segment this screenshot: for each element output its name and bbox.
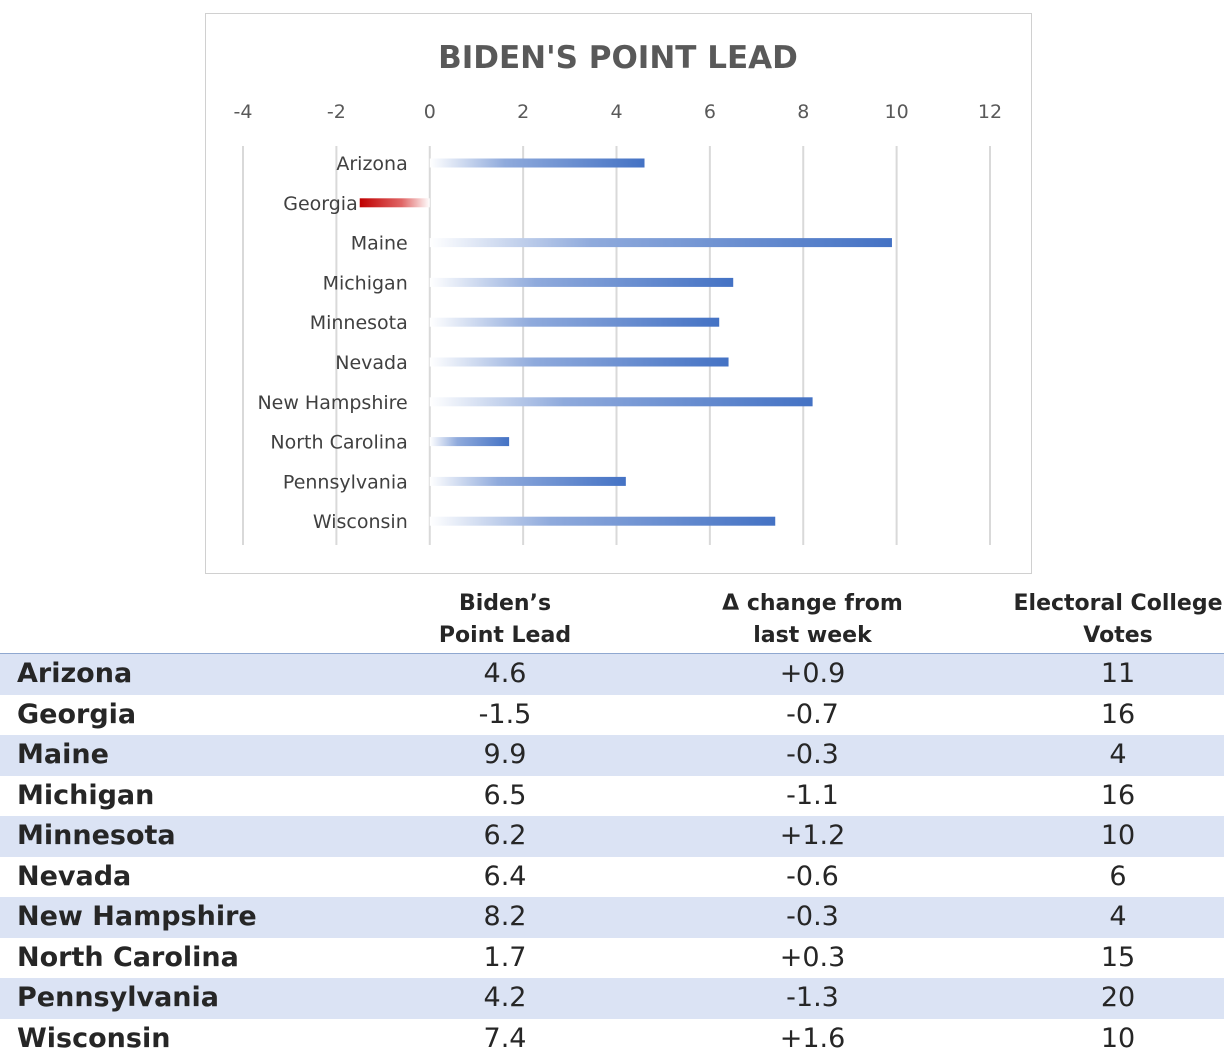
state-cell: Maine bbox=[17, 735, 109, 775]
weekly-change-cell: -0.7 bbox=[710, 695, 915, 735]
point-lead-cell: 6.4 bbox=[405, 857, 605, 897]
weekly-change-cell: -0.6 bbox=[710, 857, 915, 897]
weekly-change-cell: +1.2 bbox=[710, 816, 915, 856]
table-body: Arizona 4.6 +0.9 11 Georgia -1.5 -0.7 16 Maine 9.… bbox=[0, 654, 1224, 1059]
state-cell: Nevada bbox=[17, 857, 131, 897]
table-row: Arizona 4.6 +0.9 11 bbox=[0, 654, 1224, 695]
electoral-votes-cell: 6 bbox=[1012, 857, 1224, 897]
weekly-change-cell: +1.6 bbox=[710, 1019, 915, 1059]
weekly-change-cell: -1.1 bbox=[710, 776, 915, 816]
table-row: Maine 9.9 -0.3 4 bbox=[0, 735, 1224, 776]
category-label: Arizona bbox=[336, 153, 407, 175]
table-row: Michigan 6.5 -1.1 16 bbox=[0, 776, 1224, 817]
point-lead-cell: 7.4 bbox=[405, 1019, 605, 1059]
bar-chart: BIDEN'S POINT LEAD -4 -2 0 2 4 6 8 10 12 Arizona… bbox=[206, 14, 1033, 575]
bar bbox=[430, 238, 892, 247]
point-lead-cell: 4.2 bbox=[405, 978, 605, 1018]
category-label: Minnesota bbox=[310, 312, 408, 334]
table-header: Biden’s Point Lead Δ change from last we… bbox=[0, 588, 1224, 654]
electoral-votes-cell: 20 bbox=[1012, 978, 1224, 1018]
bar bbox=[430, 159, 645, 168]
bar bbox=[430, 358, 729, 367]
electoral-votes-cell: 4 bbox=[1012, 897, 1224, 937]
x-tick-label: 10 bbox=[885, 101, 909, 123]
point-lead-cell: 6.2 bbox=[405, 816, 605, 856]
category-label: Michigan bbox=[323, 272, 408, 294]
x-tick-label: -2 bbox=[327, 101, 346, 123]
category-label: New Hampshire bbox=[257, 392, 407, 414]
state-cell: New Hampshire bbox=[17, 897, 257, 937]
x-tick-label: 12 bbox=[978, 101, 1002, 123]
bar bbox=[430, 397, 813, 406]
x-tick-label: 4 bbox=[610, 101, 622, 123]
weekly-change-cell: +0.9 bbox=[710, 654, 915, 694]
bar bbox=[430, 437, 509, 446]
point-lead-cell: 8.2 bbox=[405, 897, 605, 937]
category-label: Georgia bbox=[283, 193, 358, 215]
weekly-change-cell: +0.3 bbox=[710, 938, 915, 978]
x-tick-label: 8 bbox=[797, 101, 809, 123]
point-lead-cell: 9.9 bbox=[405, 735, 605, 775]
electoral-votes-cell: 10 bbox=[1012, 816, 1224, 856]
electoral-votes-cell: 11 bbox=[1012, 654, 1224, 694]
header-weekly-change: Δ change from last week bbox=[710, 588, 915, 652]
bar bbox=[360, 198, 430, 207]
category-label: Wisconsin bbox=[313, 511, 408, 533]
chart-area: BIDEN'S POINT LEAD -4 -2 0 2 4 6 8 10 12 Arizona… bbox=[205, 13, 1032, 574]
state-cell: Pennsylvania bbox=[17, 978, 219, 1018]
x-tick-label: 6 bbox=[704, 101, 716, 123]
weekly-change-cell: -0.3 bbox=[710, 735, 915, 775]
point-lead-cell: 6.5 bbox=[405, 776, 605, 816]
electoral-votes-cell: 16 bbox=[1012, 695, 1224, 735]
point-lead-cell: 1.7 bbox=[405, 938, 605, 978]
x-tick-label: -4 bbox=[234, 101, 253, 123]
table-row: Pennsylvania 4.2 -1.3 20 bbox=[0, 978, 1224, 1019]
x-tick-label: 2 bbox=[517, 101, 529, 123]
electoral-votes-cell: 10 bbox=[1012, 1019, 1224, 1059]
category-label: Maine bbox=[351, 233, 408, 255]
category-label: Nevada bbox=[335, 352, 408, 374]
table-row: Minnesota 6.2 +1.2 10 bbox=[0, 816, 1224, 857]
category-label: Pennsylvania bbox=[283, 471, 408, 493]
weekly-change-cell: -0.3 bbox=[710, 897, 915, 937]
table-row: Nevada 6.4 -0.6 6 bbox=[0, 857, 1224, 898]
state-cell: North Carolina bbox=[17, 938, 239, 978]
state-cell: Arizona bbox=[17, 654, 132, 694]
table-row: New Hampshire 8.2 -0.3 4 bbox=[0, 897, 1224, 938]
table-row: Georgia -1.5 -0.7 16 bbox=[0, 695, 1224, 736]
point-lead-cell: 4.6 bbox=[405, 654, 605, 694]
x-tick-label: 0 bbox=[424, 101, 436, 123]
state-cell: Michigan bbox=[17, 776, 154, 816]
header-point-lead: Biden’s Point Lead bbox=[405, 588, 605, 652]
table-row: Wisconsin 7.4 +1.6 10 bbox=[0, 1019, 1224, 1059]
weekly-change-cell: -1.3 bbox=[710, 978, 915, 1018]
electoral-votes-cell: 4 bbox=[1012, 735, 1224, 775]
header-electoral-votes: Electoral College Votes bbox=[1012, 588, 1224, 652]
point-lead-cell: -1.5 bbox=[405, 695, 605, 735]
state-cell: Wisconsin bbox=[17, 1019, 170, 1059]
table-row: North Carolina 1.7 +0.3 15 bbox=[0, 938, 1224, 979]
data-table: Biden’s Point Lead Δ change from last we… bbox=[0, 588, 1224, 1059]
bar bbox=[430, 477, 626, 486]
electoral-votes-cell: 16 bbox=[1012, 776, 1224, 816]
category-label: North Carolina bbox=[270, 432, 407, 454]
state-cell: Georgia bbox=[17, 695, 136, 735]
bar bbox=[430, 278, 733, 287]
chart-title: BIDEN'S POINT LEAD bbox=[438, 40, 798, 76]
electoral-votes-cell: 15 bbox=[1012, 938, 1224, 978]
bar bbox=[430, 318, 719, 327]
state-cell: Minnesota bbox=[17, 816, 176, 856]
bar bbox=[430, 517, 775, 526]
